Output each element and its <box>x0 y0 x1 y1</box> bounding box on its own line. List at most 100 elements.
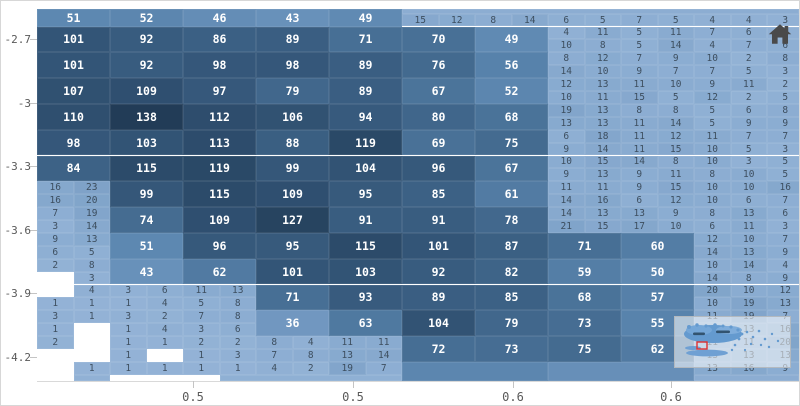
heatmap-cell[interactable]: 10 <box>730 232 767 246</box>
heatmap-cell[interactable]: 74 <box>110 207 183 233</box>
heatmap-cell[interactable]: 71 <box>329 26 402 53</box>
heatmap-cell[interactable]: 79 <box>475 310 548 337</box>
heatmap-cell[interactable]: 68 <box>548 284 621 311</box>
heatmap-cell[interactable]: 1 <box>110 336 147 349</box>
heatmap-cell[interactable]: 9 <box>548 168 585 182</box>
heatmap-cell[interactable]: 36 <box>256 310 329 337</box>
heatmap-cell[interactable]: 96 <box>402 155 475 182</box>
heatmap-cell[interactable]: 3 <box>219 349 256 362</box>
heatmap-cell[interactable]: 3 <box>183 323 220 337</box>
heatmap-cell[interactable]: 6 <box>37 245 74 259</box>
heatmap-cell[interactable]: 4 <box>767 258 799 272</box>
heatmap-cell[interactable] <box>402 9 799 14</box>
heatmap-cell[interactable]: 92 <box>110 26 183 53</box>
heatmap-cell[interactable]: 13 <box>621 207 658 220</box>
heatmap-cell[interactable]: 8 <box>256 336 293 349</box>
heatmap-cell[interactable]: 14 <box>694 245 731 259</box>
heatmap-cell[interactable]: 6 <box>694 220 731 233</box>
heatmap-cell[interactable]: 14 <box>657 39 694 53</box>
heatmap-cell[interactable]: 85 <box>475 284 548 311</box>
heatmap-cell[interactable]: 3 <box>110 284 147 298</box>
heatmap-cell[interactable]: 91 <box>402 207 475 233</box>
heatmap-cell[interactable]: 8 <box>694 207 731 220</box>
heatmap-cell[interactable]: 13 <box>219 284 256 298</box>
heatmap-cell[interactable]: 7 <box>767 232 799 246</box>
heatmap-cell[interactable]: 10 <box>657 220 694 233</box>
heatmap-cell[interactable]: 52 <box>475 78 548 104</box>
heatmap-cell[interactable]: 51 <box>110 232 183 259</box>
heatmap-cell[interactable]: 7 <box>183 310 220 324</box>
heatmap-cell[interactable]: 70 <box>402 26 475 53</box>
heatmap-cell[interactable]: 51 <box>37 9 110 27</box>
heatmap-cell[interactable]: 82 <box>475 258 548 285</box>
heatmap-cell[interactable]: 20 <box>694 284 731 298</box>
heatmap-cell[interactable]: 104 <box>329 155 402 182</box>
heatmap-cell[interactable]: 13 <box>730 245 767 259</box>
heatmap-cell[interactable]: 4 <box>694 39 731 53</box>
heatmap-cell[interactable]: 75 <box>548 336 621 362</box>
heatmap-cell[interactable]: 119 <box>329 129 402 156</box>
heatmap-cell[interactable]: 9 <box>767 271 799 285</box>
heatmap-cell[interactable]: 2 <box>146 310 183 324</box>
heatmap-cell[interactable]: 18 <box>584 129 621 143</box>
heatmap-cell[interactable]: 8 <box>292 349 329 362</box>
heatmap-cell[interactable]: 2 <box>767 78 799 91</box>
heatmap-cell[interactable]: 11 <box>548 181 585 195</box>
heatmap-cell[interactable]: 1 <box>110 297 147 311</box>
heatmap-cell[interactable]: 10 <box>694 155 731 169</box>
heatmap-cell[interactable]: 14 <box>730 258 767 272</box>
heatmap-cell[interactable]: 14 <box>548 194 585 208</box>
heatmap-cell[interactable]: 14 <box>511 13 548 27</box>
heatmap-cell[interactable]: 4 <box>292 336 329 349</box>
heatmap-cell[interactable]: 5 <box>584 13 621 27</box>
heatmap-cell[interactable]: 10 <box>694 258 731 272</box>
heatmap-cell[interactable]: 69 <box>402 129 475 156</box>
heatmap-cell[interactable]: 10 <box>694 181 731 195</box>
heatmap-cell[interactable]: 3 <box>730 155 767 169</box>
heatmap-cell[interactable]: 8 <box>73 258 110 272</box>
heatmap-cell[interactable]: 9 <box>767 116 799 130</box>
heatmap-cell[interactable]: 110 <box>37 103 110 130</box>
heatmap-cell[interactable]: 73 <box>475 336 548 362</box>
heatmap-cell[interactable]: 9 <box>37 232 74 246</box>
heatmap-cell[interactable]: 12 <box>657 129 694 143</box>
heatmap-cell[interactable]: 4 <box>256 361 293 375</box>
heatmap-cell[interactable]: 12 <box>657 194 694 208</box>
heatmap-cell[interactable]: 8 <box>548 52 585 66</box>
heatmap-cell[interactable]: 91 <box>329 207 402 233</box>
heatmap-cell[interactable]: 98 <box>37 129 110 156</box>
heatmap-cell[interactable] <box>73 374 110 381</box>
heatmap-cell[interactable]: 6 <box>548 129 585 143</box>
heatmap-cell[interactable]: 86 <box>183 26 256 53</box>
heatmap-cell[interactable]: 1 <box>146 336 183 349</box>
heatmap-cell[interactable]: 113 <box>183 129 256 156</box>
heatmap-cell[interactable]: 5 <box>767 155 799 169</box>
heatmap-cell[interactable]: 5 <box>621 39 658 53</box>
heatmap-cell[interactable]: 2 <box>37 258 74 272</box>
heatmap-cell[interactable]: 14 <box>548 207 585 220</box>
heatmap-cell[interactable]: 11 <box>584 26 621 40</box>
heatmap-cell[interactable]: 7 <box>730 129 767 143</box>
heatmap-cell[interactable]: 73 <box>548 310 621 337</box>
heatmap-cell[interactable]: 89 <box>402 284 475 311</box>
heatmap-cell[interactable]: 127 <box>256 207 329 233</box>
heatmap-cell[interactable]: 9 <box>621 181 658 195</box>
heatmap-cell[interactable]: 5 <box>657 91 694 104</box>
heatmap-cell[interactable]: 8 <box>694 168 731 182</box>
heatmap-cell[interactable]: 89 <box>329 52 402 79</box>
heatmap-cell[interactable]: 10 <box>730 181 767 195</box>
heatmap-cell[interactable]: 4 <box>730 13 767 27</box>
heatmap-cell[interactable]: 8 <box>219 310 256 324</box>
heatmap-cell[interactable]: 8 <box>730 271 767 285</box>
heatmap-cell[interactable]: 10 <box>694 194 731 208</box>
heatmap-cell[interactable]: 93 <box>329 284 402 311</box>
heatmap-cell[interactable]: 92 <box>110 52 183 79</box>
heatmap-cell[interactable]: 7 <box>621 52 658 66</box>
heatmap-cell[interactable]: 101 <box>256 258 329 285</box>
heatmap-cell[interactable]: 8 <box>767 103 799 117</box>
heatmap-cell[interactable]: 95 <box>256 232 329 259</box>
heatmap-cell[interactable]: 89 <box>256 26 329 53</box>
heatmap-cell[interactable]: 8 <box>584 39 621 53</box>
heatmap-cell[interactable]: 13 <box>730 207 767 220</box>
heatmap-cell[interactable]: 94 <box>329 103 402 130</box>
